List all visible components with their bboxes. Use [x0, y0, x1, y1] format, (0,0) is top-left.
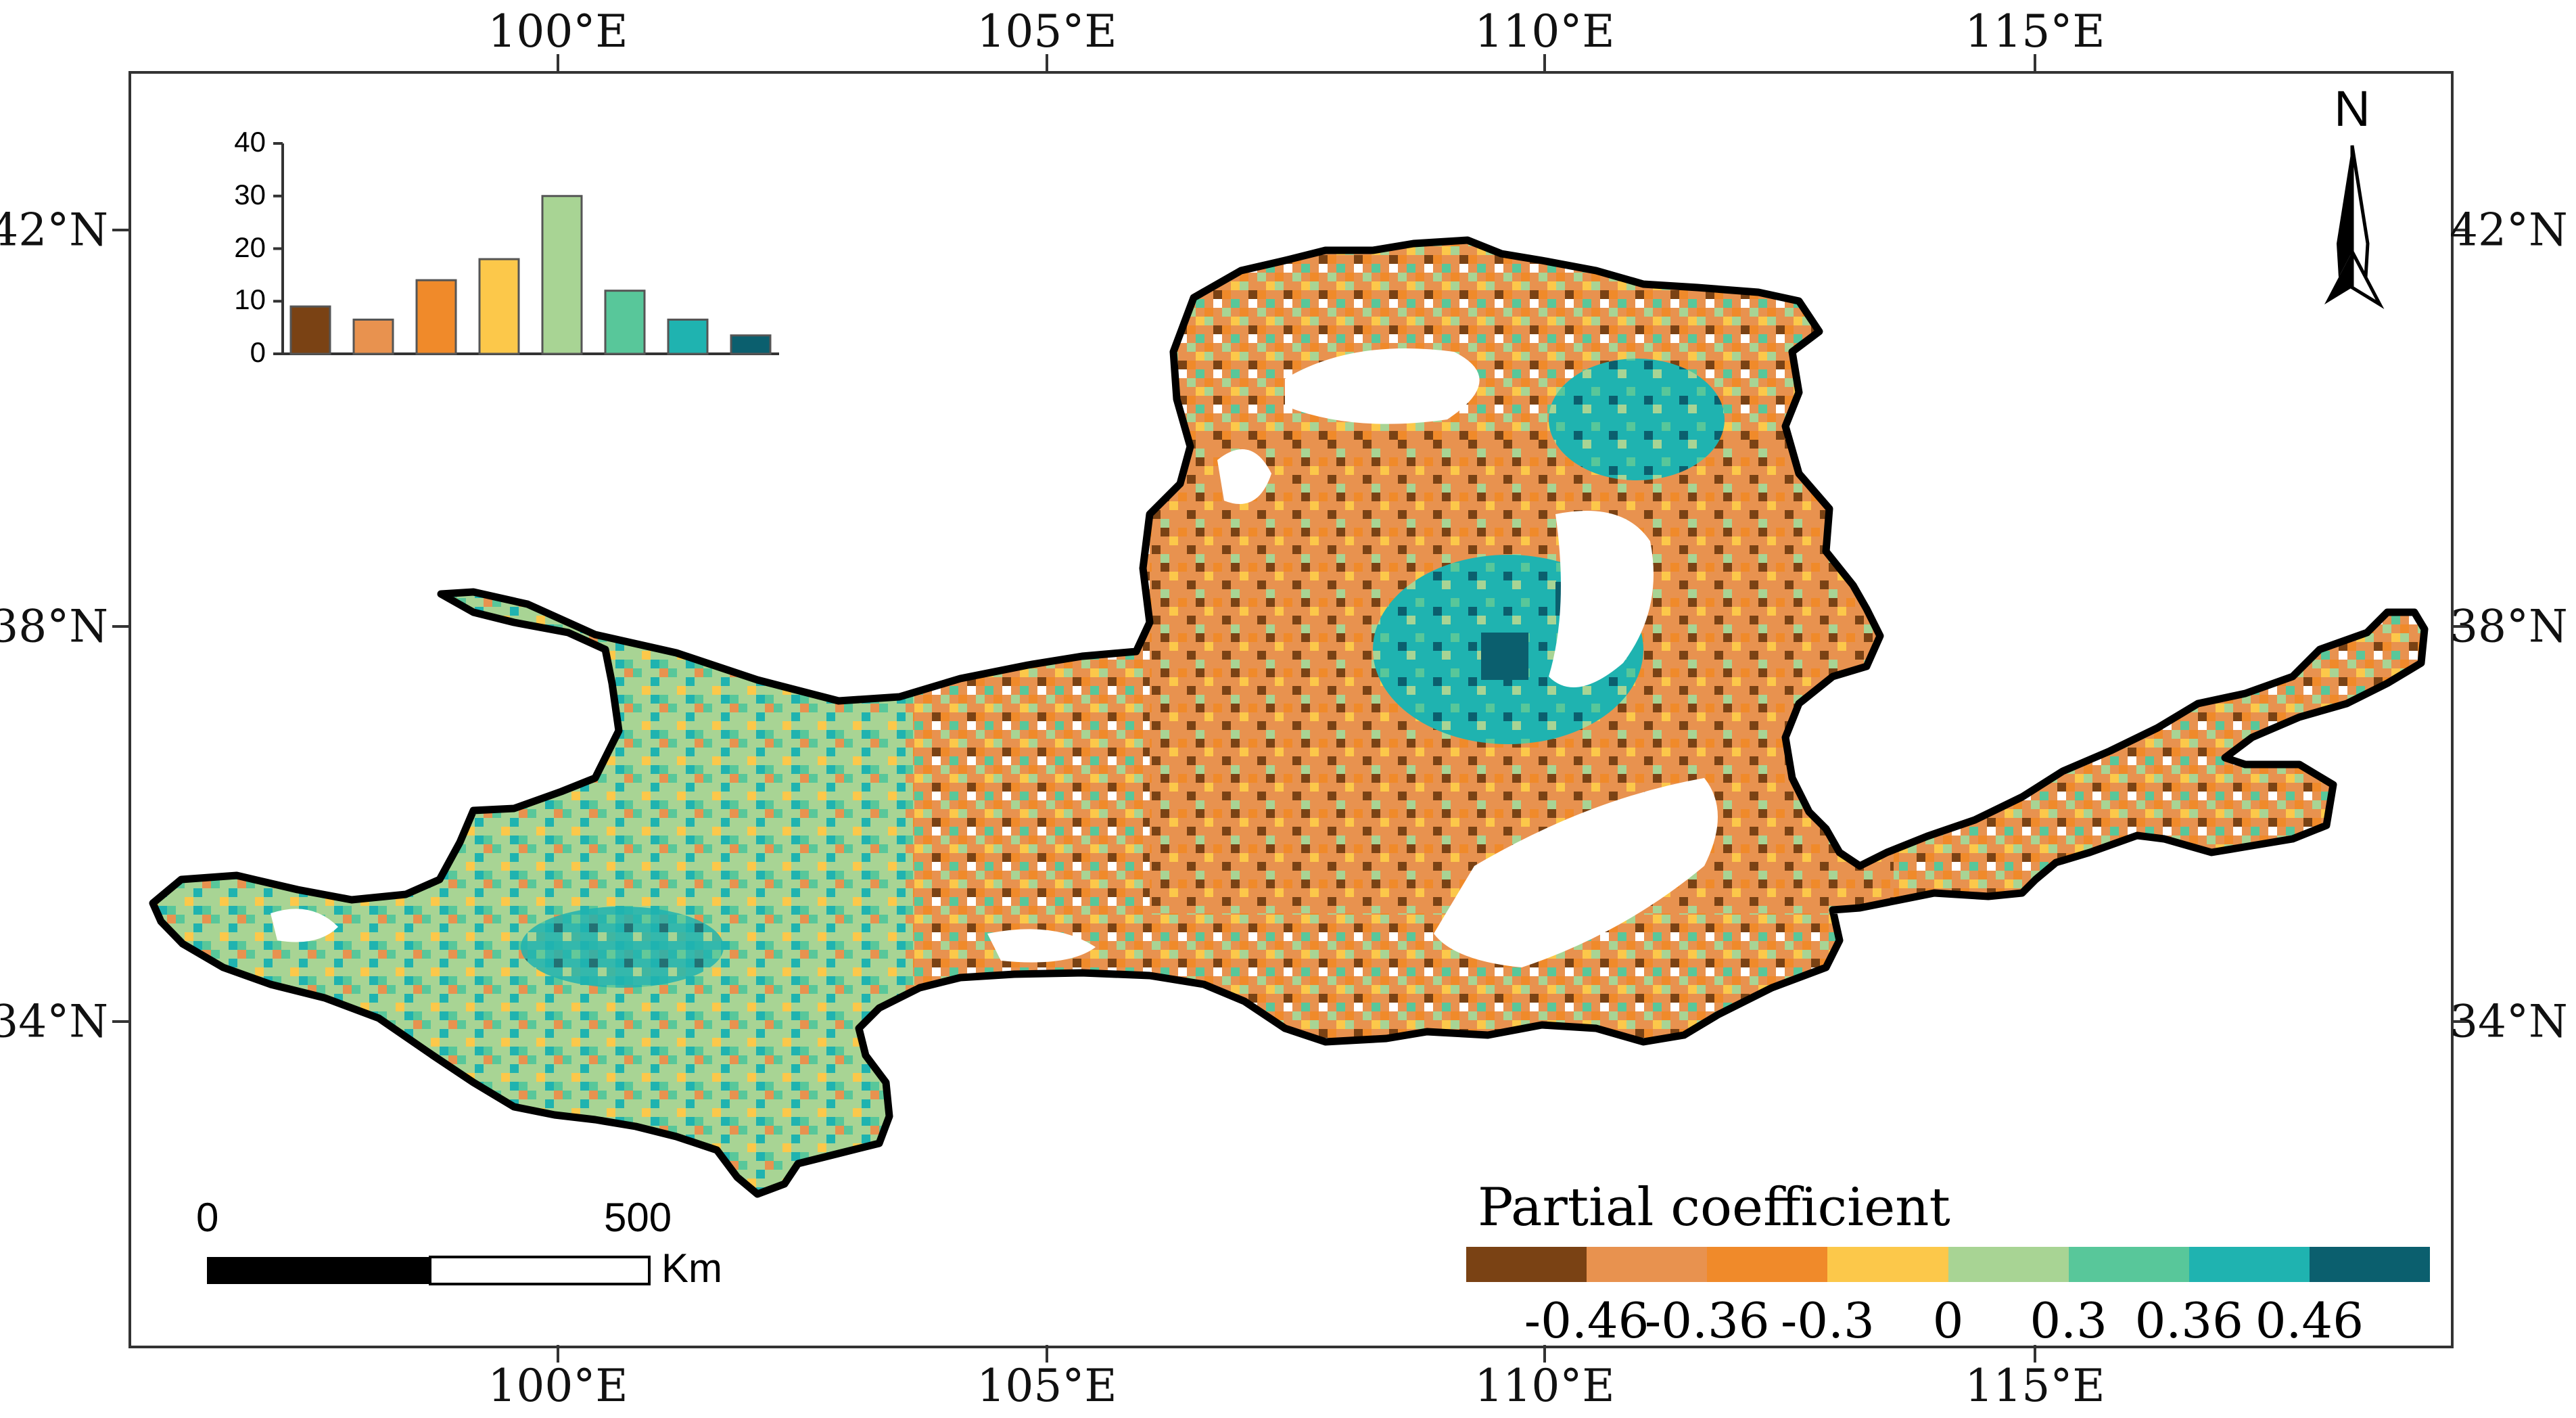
legend-swatch [1707, 1247, 1828, 1282]
lat-label-left-34: 34°N [0, 995, 108, 1048]
legend-swatch [2188, 1247, 2310, 1282]
inset-y-tick-label: 40 [234, 126, 266, 158]
lon-label-bottom-100: 100°E [488, 1360, 628, 1412]
tick-top-115 [2034, 54, 2036, 72]
legend-break-label: 0 [1932, 1292, 1964, 1349]
scale-unit-label: Km [661, 1245, 722, 1291]
legend-break-label: -0.3 [1780, 1292, 1875, 1349]
lat-label-left-42: 42°N [0, 204, 108, 256]
lon-label-bottom-105: 105°E [977, 1360, 1117, 1412]
tick-bottom-115 [2034, 1345, 2036, 1363]
inset-y-tick-label: 0 [250, 336, 266, 368]
lon-label-top-105: 105°E [977, 5, 1117, 58]
lon-label-bottom-115: 115°E [1965, 1360, 2105, 1412]
north-label: N [2334, 81, 2370, 137]
lat-label-right-34: 34°N [2450, 995, 2568, 1048]
lon-label-top-115: 115°E [1965, 5, 2105, 58]
lat-label-left-38: 38°N [0, 600, 108, 653]
tick-left-42 [112, 229, 130, 231]
inset-y-tick-label: 20 [234, 231, 266, 263]
legend-break-label: 0.36 [2134, 1292, 2243, 1349]
inset-y-tick-label: 30 [234, 178, 266, 210]
tick-bottom-110 [1543, 1345, 1546, 1363]
legend-swatch [1827, 1247, 1948, 1282]
legend-color-bar [1466, 1247, 2430, 1282]
legend-swatch [2068, 1247, 2189, 1282]
lat-label-right-42: 42°N [2450, 204, 2568, 256]
legend-swatch [1466, 1247, 1587, 1282]
lat-label-right-38: 38°N [2450, 600, 2568, 653]
map-frame [128, 71, 2454, 1348]
legend-break-label: 0.3 [2030, 1292, 2107, 1349]
lon-label-bottom-110: 110°E [1474, 1360, 1615, 1412]
lon-label-top-110: 110°E [1474, 5, 1615, 58]
legend-break-label: -0.46 [1524, 1292, 1649, 1349]
tick-bottom-105 [1046, 1345, 1048, 1363]
tick-top-105 [1046, 54, 1048, 72]
tick-left-38 [112, 625, 130, 628]
legend-swatch [2309, 1247, 2430, 1282]
scale-start-label: 0 [196, 1195, 219, 1240]
tick-right-42 [2451, 229, 2468, 231]
legend-swatch [1948, 1247, 2069, 1282]
legend-break-label: -0.36 [1644, 1292, 1770, 1349]
legend-swatch [1587, 1247, 1708, 1282]
scale-end-label: 500 [604, 1195, 672, 1240]
tick-right-38 [2451, 625, 2468, 628]
lon-label-top-100: 100°E [488, 5, 628, 58]
legend-title: Partial coefficient [1478, 1177, 1950, 1238]
tick-left-34 [112, 1020, 130, 1023]
legend-break-label: 0.46 [2255, 1292, 2364, 1349]
tick-bottom-100 [557, 1345, 559, 1363]
tick-top-100 [557, 54, 559, 72]
tick-right-34 [2451, 1020, 2468, 1023]
inset-y-tick-label: 10 [234, 283, 266, 316]
tick-top-110 [1543, 54, 1546, 72]
